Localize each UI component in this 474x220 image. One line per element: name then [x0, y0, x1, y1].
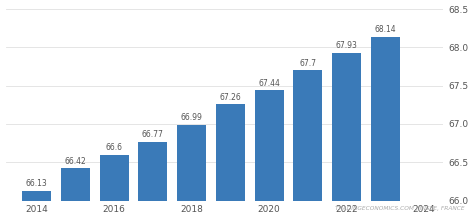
- Text: 67.26: 67.26: [219, 93, 241, 102]
- Text: 66.99: 66.99: [181, 114, 202, 123]
- Text: 67.44: 67.44: [258, 79, 280, 88]
- Text: 66.6: 66.6: [106, 143, 123, 152]
- Bar: [255, 90, 283, 201]
- Bar: [22, 191, 51, 201]
- Bar: [177, 125, 206, 201]
- Bar: [100, 155, 128, 201]
- Text: 66.77: 66.77: [142, 130, 164, 139]
- Bar: [293, 70, 322, 201]
- Text: 67.7: 67.7: [299, 59, 316, 68]
- Text: TRADINGECONOMICS.COM | INSEE, FRANCE: TRADINGECONOMICS.COM | INSEE, FRANCE: [335, 206, 465, 211]
- Bar: [371, 37, 400, 201]
- Text: 66.13: 66.13: [26, 179, 47, 188]
- Text: 67.93: 67.93: [336, 41, 357, 50]
- Bar: [216, 104, 245, 201]
- Bar: [332, 53, 361, 201]
- Text: 66.42: 66.42: [64, 157, 86, 166]
- Bar: [138, 142, 167, 201]
- Text: 68.14: 68.14: [374, 25, 396, 34]
- Bar: [61, 168, 90, 201]
